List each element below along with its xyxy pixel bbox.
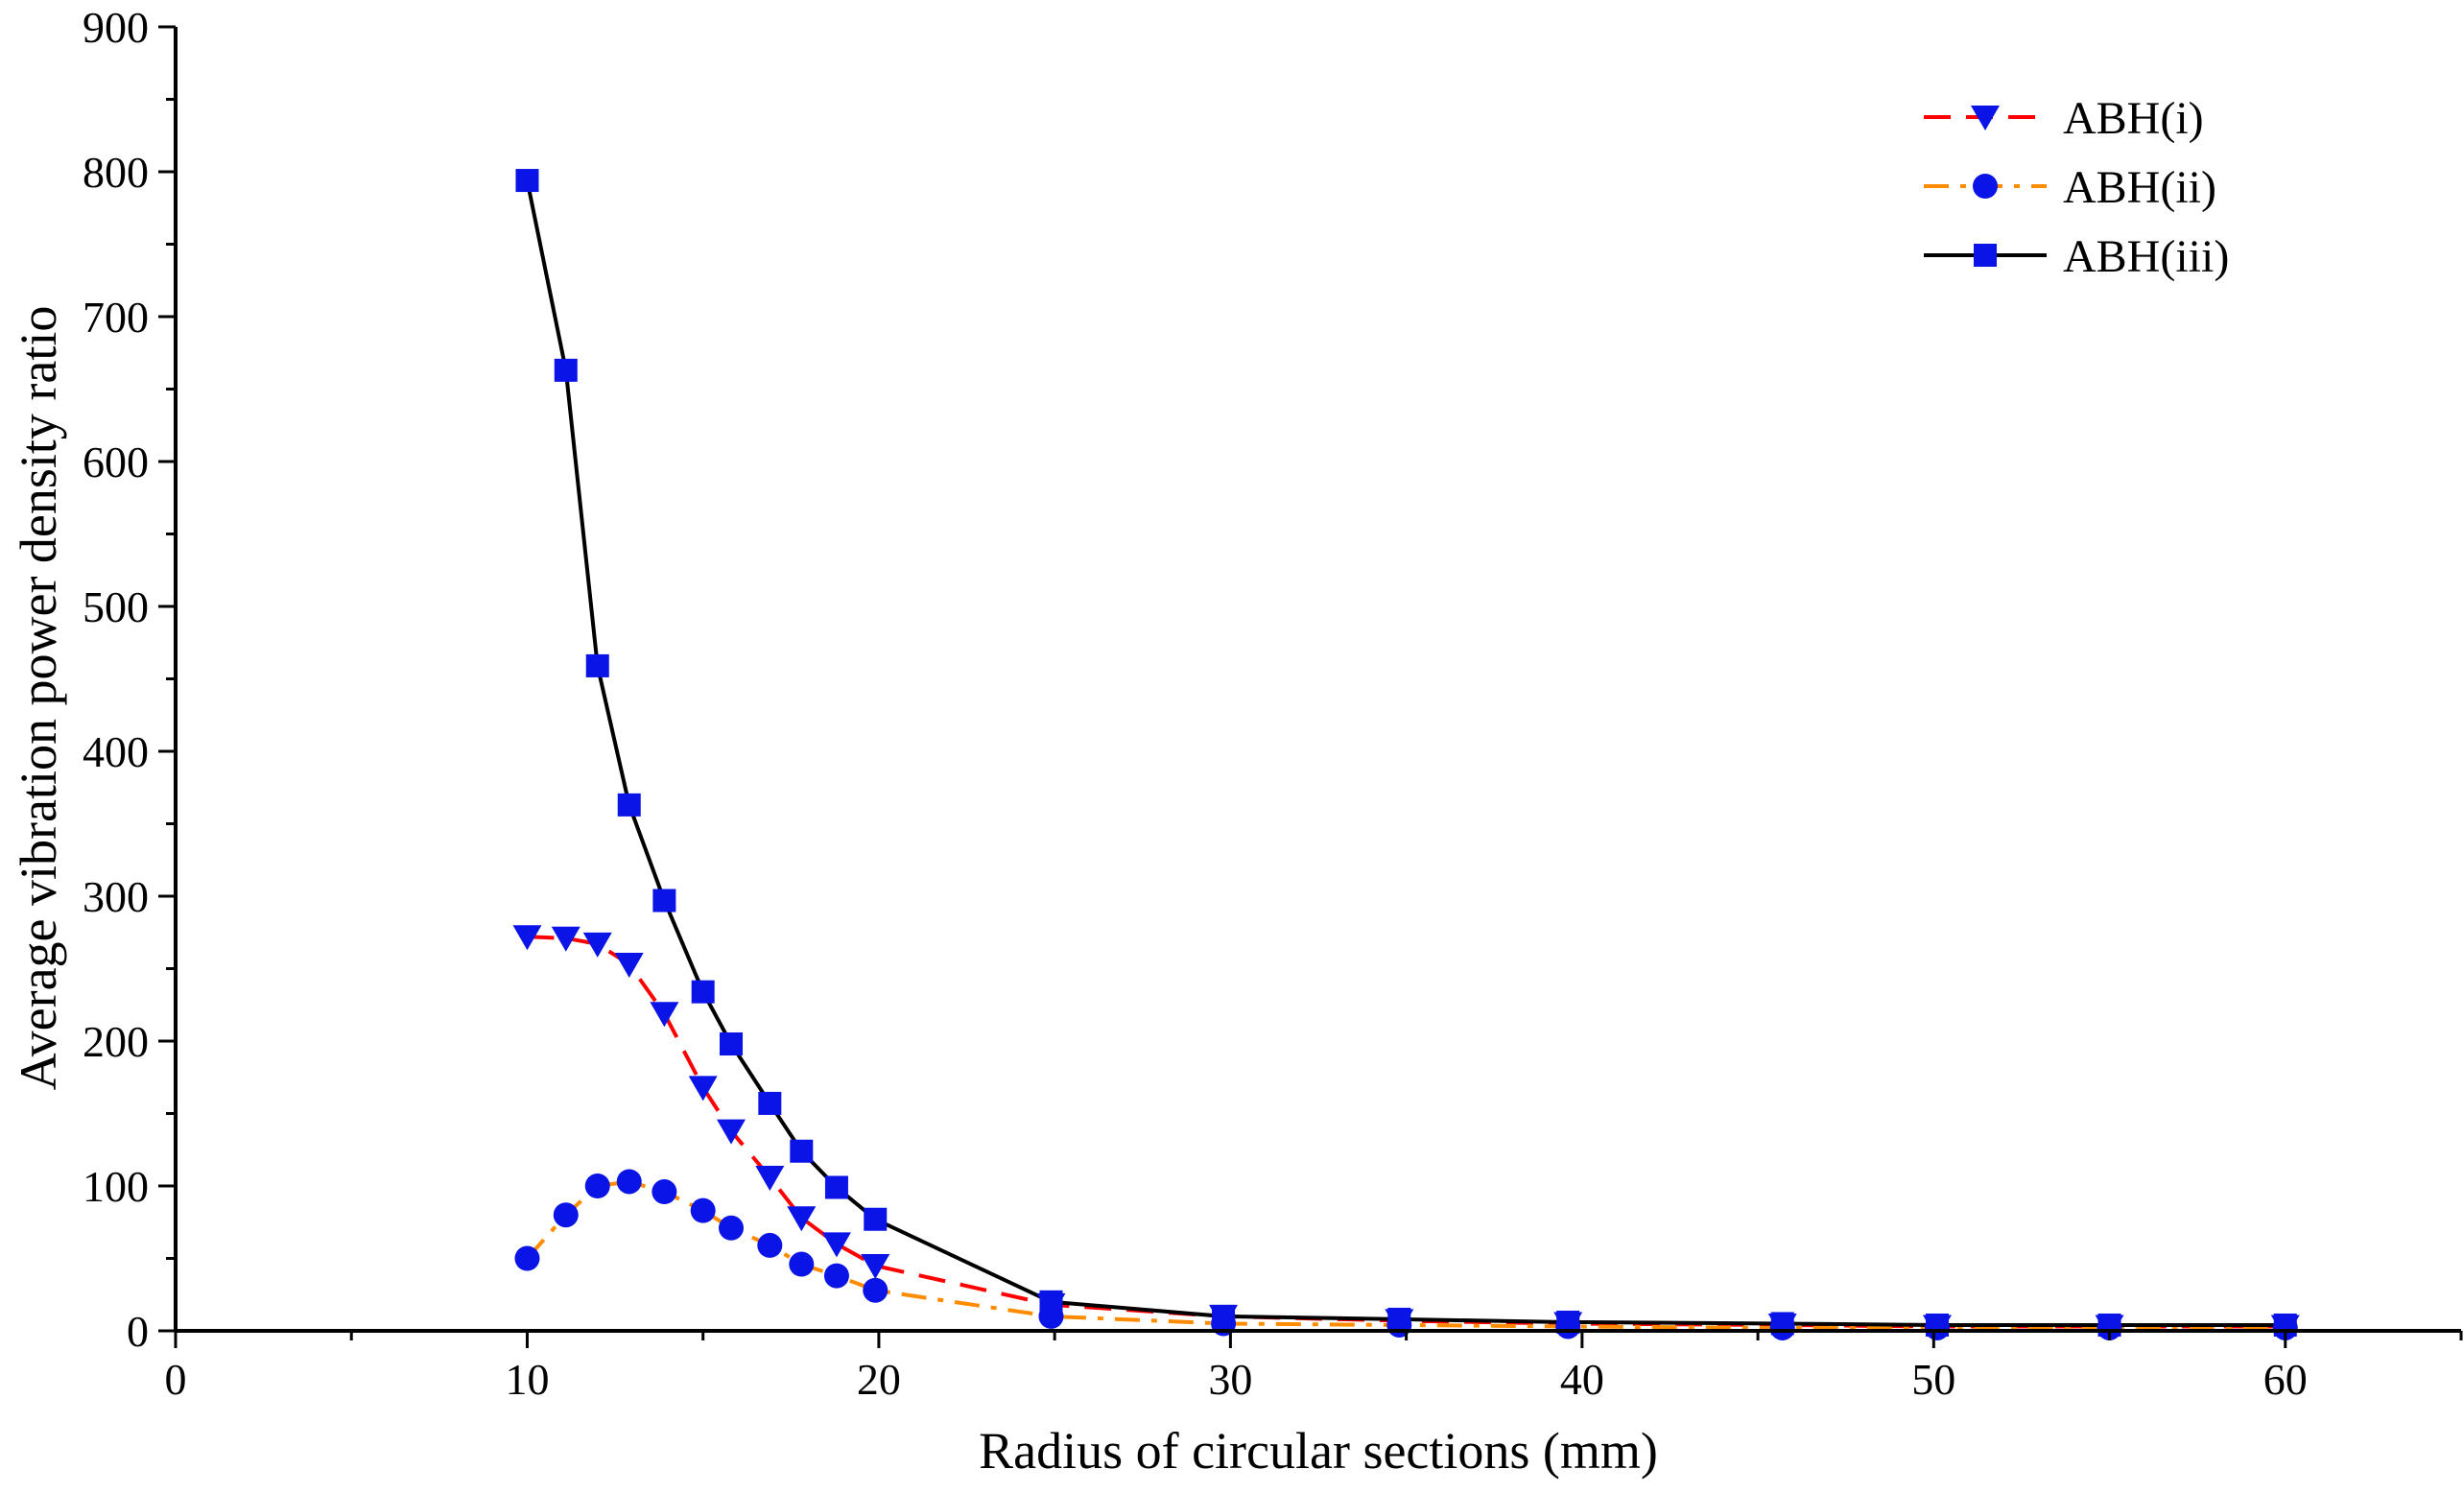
data-point-abh-i [717, 1119, 746, 1145]
x-tick-label: 40 [1560, 1355, 1604, 1404]
data-point-abh-i [688, 1076, 718, 1102]
legend-marker-abh-iii [1974, 244, 1997, 267]
data-point-abh-iii [824, 1175, 848, 1199]
data-point-abh-ii [719, 1215, 745, 1241]
y-tick-label: 100 [83, 1162, 149, 1211]
data-point-abh-ii [789, 1251, 815, 1277]
y-tick-label: 700 [83, 293, 149, 342]
y-tick-label: 600 [83, 438, 149, 486]
y-tick-label: 300 [83, 872, 149, 921]
x-tick-label: 10 [505, 1355, 549, 1404]
x-tick-label: 50 [1911, 1355, 1955, 1404]
data-point-abh-iii [691, 980, 715, 1004]
data-point-abh-iii [1925, 1313, 1949, 1337]
data-point-abh-iii [515, 169, 539, 193]
data-point-abh-iii [1212, 1304, 1236, 1328]
data-point-abh-i [821, 1232, 851, 1258]
legend-marker-abh-ii [1973, 174, 1998, 199]
legend-marker-abh-i [1971, 106, 2000, 130]
data-point-abh-i [551, 926, 580, 952]
data-point-abh-iii [554, 358, 578, 382]
x-tick-label: 30 [1208, 1355, 1252, 1404]
data-point-abh-ii [652, 1179, 677, 1205]
y-tick-label: 500 [83, 582, 149, 631]
data-point-abh-iii [790, 1139, 814, 1163]
data-point-abh-iii [758, 1091, 782, 1115]
data-point-abh-iii [864, 1207, 888, 1231]
y-tick-label: 400 [83, 727, 149, 776]
data-point-abh-ii [616, 1169, 642, 1195]
data-point-abh-iii [1387, 1307, 1411, 1331]
tick-labels: 0 10 20 30 40 50 60010020030040050060070080090… [83, 3, 2308, 1404]
legend-label-abh-i: ABH(i) [2063, 93, 2204, 144]
y-tick-label: 900 [83, 3, 149, 52]
data-point-abh-i [582, 932, 612, 958]
data-point-abh-ii [863, 1277, 888, 1303]
data-point-abh-iii [1039, 1290, 1063, 1314]
data-point-abh-ii [514, 1245, 540, 1271]
legend-label-abh-ii: ABH(ii) [2063, 162, 2216, 213]
data-point-abh-i [650, 1002, 679, 1028]
y-tick-label: 800 [83, 148, 149, 197]
data-point-abh-i [755, 1165, 785, 1191]
x-axis-title: Radius of circular sections (mm) [979, 1422, 1658, 1480]
data-point-abh-ii [553, 1202, 579, 1228]
y-tick-label: 200 [83, 1017, 149, 1066]
data-point-abh-ii [584, 1173, 610, 1198]
data-point-abh-ii [690, 1197, 716, 1223]
y-axis-title: Average vibration power density ratio [10, 306, 67, 1091]
y-tick-label: 0 [127, 1307, 149, 1356]
x-tick-label: 60 [2263, 1355, 2308, 1404]
plot-markers [512, 169, 2300, 1340]
data-point-abh-iii [720, 1032, 744, 1056]
data-point-abh-iii [617, 793, 641, 817]
axes [158, 25, 2463, 1348]
data-point-abh-iii [652, 889, 676, 912]
data-point-abh-ii [823, 1263, 849, 1289]
legend: ABH(i) ABH(ii) ABH(iii) [1924, 93, 2229, 282]
data-point-abh-i [614, 952, 644, 978]
x-tick-label: 0 [165, 1355, 187, 1404]
x-tick-label: 20 [857, 1355, 901, 1404]
data-point-abh-i [787, 1206, 817, 1232]
data-point-abh-i [861, 1254, 890, 1280]
data-point-abh-iii [585, 653, 609, 677]
data-point-abh-ii [757, 1232, 783, 1258]
legend-label-abh-iii: ABH(iii) [2063, 231, 2229, 282]
data-point-abh-i [512, 925, 542, 951]
